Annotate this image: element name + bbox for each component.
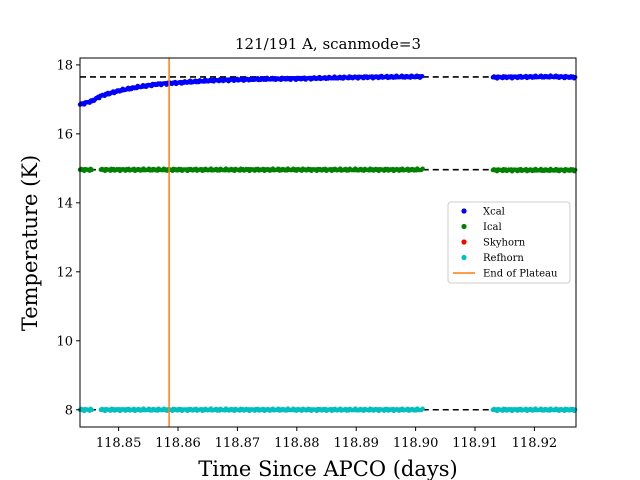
y-tick-label: 16 (56, 127, 73, 142)
legend-marker-ical (461, 223, 467, 230)
legend-marker-refhorn (461, 254, 467, 261)
series-ical (77, 166, 578, 174)
legend-label: Skyhorn (483, 238, 526, 249)
data-point (89, 407, 94, 413)
data-point (572, 407, 578, 412)
data-point (572, 74, 578, 80)
y-axis-label: Temperature (K) (18, 155, 42, 331)
series-xcal (77, 73, 578, 107)
x-tick-label: 118.85 (96, 436, 142, 451)
y-tick-label: 10 (56, 334, 73, 349)
legend-marker-xcal (461, 208, 467, 214)
series-refhorn (77, 406, 578, 414)
data-point (419, 73, 425, 79)
x-tick-label: 118.91 (452, 436, 498, 451)
legend-label: End of Plateau (483, 269, 558, 280)
x-axis: 118.85 118.86 118.87 118.88 118.89 118.90 118.… (96, 427, 557, 451)
legend-marker-skyhorn (461, 239, 467, 245)
chart-title: 121/191 A, scanmode=3 (235, 35, 421, 53)
legend-label: Xcal (483, 207, 505, 218)
x-tick-label: 118.92 (512, 436, 558, 451)
legend-label: Refhorn (483, 253, 524, 264)
x-tick-label: 118.89 (333, 436, 379, 451)
legend-label: Ical (483, 222, 502, 233)
plot-frame (79, 57, 577, 428)
y-tick-label: 14 (56, 196, 73, 211)
data-point (89, 167, 94, 173)
x-tick-label: 118.90 (393, 436, 439, 451)
y-tick-label: 12 (56, 265, 73, 280)
data-point (420, 166, 425, 171)
y-axis: 8 10 12 14 16 18 (56, 58, 80, 418)
legend-box (447, 201, 571, 284)
x-tick-label: 118.87 (215, 436, 261, 451)
y-tick-label: 18 (56, 58, 73, 73)
x-tick-label: 118.86 (155, 436, 201, 451)
x-axis-label: Time Since APCO (days) (198, 457, 457, 480)
data-point (420, 406, 425, 411)
data-point (572, 167, 578, 173)
plot-content (77, 58, 578, 427)
y-tick-label: 8 (65, 403, 73, 418)
x-tick-label: 118.88 (274, 436, 320, 451)
legend: Xcal Ical Skyhorn Refhorn End of Plateau (447, 201, 571, 284)
